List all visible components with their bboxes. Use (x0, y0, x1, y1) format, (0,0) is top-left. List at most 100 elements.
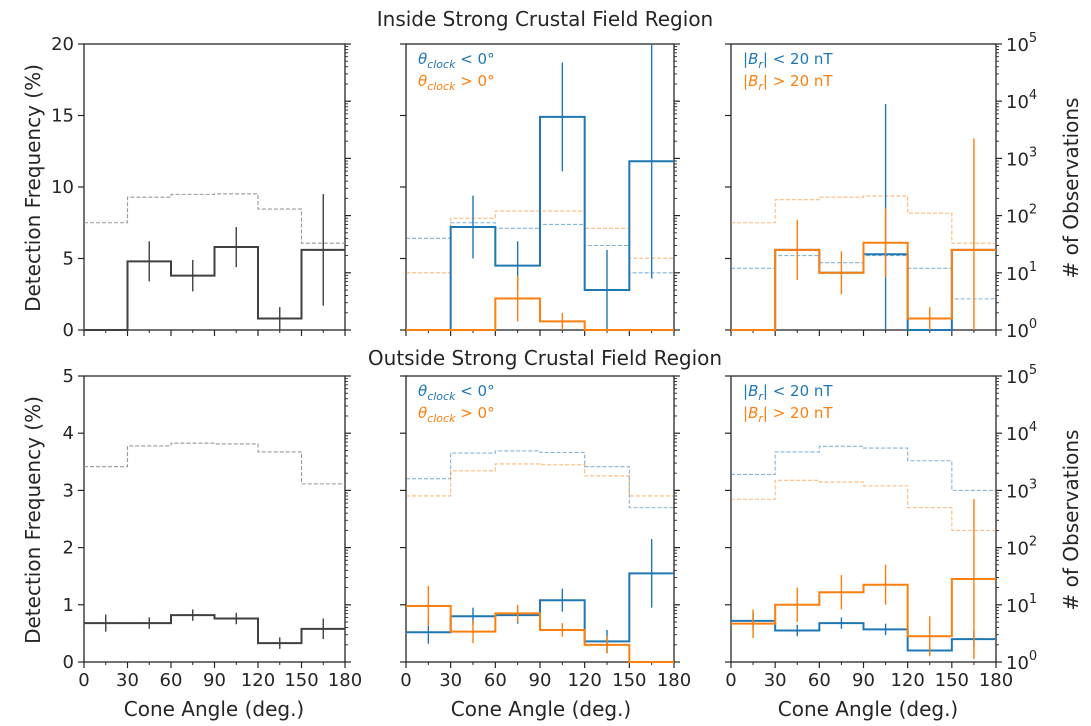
row-title-bottom: Outside Strong Crustal Field Region (368, 346, 722, 370)
x-tick-label: 180 (979, 670, 1013, 691)
y-tick-label: 0 (63, 652, 74, 673)
right-log-tick-exponent: 5 (1029, 31, 1037, 46)
legend-b: B (748, 382, 758, 400)
legend-condition: > 0° (455, 404, 494, 422)
legend-entry-0: θclock < 0° (418, 382, 495, 403)
right-log-tick-exponent: 4 (1029, 88, 1037, 103)
counts-step-1 (731, 195, 996, 244)
legend-theta: θ (418, 72, 427, 90)
legend-condition: | > 20 nT (763, 404, 834, 422)
counts-step-1 (731, 479, 996, 531)
right-log-tick-exponent: 2 (1029, 535, 1037, 550)
panel-r0c1: θclock < 0° θclock > 0° (400, 43, 680, 336)
y-tick-label: 5 (63, 249, 74, 270)
x-tick-label: 120 (241, 670, 275, 691)
x-tick-label: 0 (400, 670, 411, 691)
legend-entry-1: θclock > 0° (418, 404, 495, 425)
legend-subscript: r (758, 58, 764, 71)
right-log-tick-label: 101 (1006, 592, 1037, 617)
legend-b: B (748, 50, 758, 68)
counts-step-0 (406, 450, 674, 509)
y-tick-label: 1 (63, 595, 74, 616)
y-tick-label: 2 (63, 538, 74, 559)
legend-entry-1: θclock > 0° (418, 72, 495, 93)
x-tick-label: 150 (935, 670, 969, 691)
ylabel-right-top: # of Observations (1059, 98, 1083, 279)
frequency-step-1 (406, 297, 674, 331)
xlabel-col0: Cone Angle (deg.) (124, 697, 304, 721)
frequency-step-0 (731, 619, 996, 652)
x-tick-label: 30 (116, 670, 139, 691)
xlabel-col1: Cone Angle (deg.) (451, 697, 631, 721)
frequency-step-1 (731, 578, 996, 638)
legend-subscript: clock (427, 80, 456, 93)
ylabel-left-bottom: Detection Frequency (%) (21, 396, 45, 644)
x-tick-label: 120 (890, 670, 924, 691)
x-tick-label: 60 (808, 670, 831, 691)
legend-bar: | (743, 382, 748, 400)
legend-condition: > 0° (455, 72, 494, 90)
x-tick-label: 180 (328, 670, 362, 691)
y-tick-label: 5 (63, 366, 74, 387)
right-log-tick-label: 101 (1006, 260, 1037, 285)
right-log-tick-label: 105 (1006, 31, 1037, 56)
x-tick-label: 150 (284, 670, 318, 691)
right-log-tick-exponent: 5 (1029, 363, 1037, 378)
xlabel-col2: Cone Angle (deg.) (778, 697, 958, 721)
right-log-tick-exponent: 3 (1029, 145, 1037, 160)
legend-theta: θ (418, 382, 427, 400)
x-tick-label: 30 (439, 670, 462, 691)
ylabel-right-bottom: # of Observations (1059, 430, 1083, 611)
frequency-step-0 (84, 614, 345, 645)
x-tick-label: 90 (529, 670, 552, 691)
legend-entry-1: |Br| > 20 nT (743, 72, 833, 93)
x-tick-label: 60 (484, 670, 507, 691)
frequency-step-1 (406, 604, 674, 663)
x-tick-label: 60 (160, 670, 183, 691)
legend-subscript: r (758, 412, 764, 425)
x-tick-label: 30 (764, 670, 787, 691)
right-log-tick-exponent: 1 (1029, 592, 1037, 607)
right-log-tick-label: 103 (1006, 477, 1037, 502)
legend-theta: θ (418, 50, 427, 68)
legend-b: B (748, 72, 758, 90)
legend-subscript: clock (427, 412, 456, 425)
legend-bar: | (743, 50, 748, 68)
right-log-tick-label: 102 (1006, 535, 1037, 560)
counts-step-0 (84, 442, 345, 485)
right-log-tick-label: 103 (1006, 145, 1037, 170)
right-log-tick-exponent: 4 (1029, 420, 1037, 435)
row-title-top: Inside Strong Crustal Field Region (377, 7, 713, 31)
legend-subscript: clock (427, 58, 456, 71)
y-tick-label: 3 (63, 480, 74, 501)
axes-frame (83, 43, 346, 331)
panel-r0c0: 0 5 10 15 20 (51, 34, 351, 341)
right-log-tick-exponent: 3 (1029, 477, 1037, 492)
right-log-tick-label: 100 (1006, 317, 1037, 342)
legend-condition: < 0° (455, 50, 494, 68)
legend-bar: | (743, 404, 748, 422)
legend-condition: | > 20 nT (763, 72, 834, 90)
y-tick-label: 15 (51, 106, 74, 127)
right-log-tick-exponent: 1 (1029, 260, 1037, 275)
right-log-tick-exponent: 2 (1029, 203, 1037, 218)
frequency-step-0 (406, 572, 674, 643)
ylabel-left-top: Detection Frequency (%) (21, 64, 45, 312)
frequency-step-0 (406, 115, 674, 331)
x-tick-label: 150 (612, 670, 646, 691)
legend-entry-0: |Br| < 20 nT (743, 382, 833, 403)
right-log-tick-label: 104 (1006, 420, 1037, 445)
x-tick-label: 90 (203, 670, 226, 691)
panel-r1c0: 0 30 60 90 120 150 180 0 1 2 3 4 5 (63, 366, 363, 691)
frequency-step-0 (84, 246, 345, 331)
y-tick-label: 0 (63, 320, 74, 341)
counts-step-0 (731, 445, 996, 491)
legend-condition: | < 20 nT (763, 382, 834, 400)
legend-entry-0: |Br| < 20 nT (743, 50, 833, 71)
legend-subscript: r (758, 80, 764, 93)
